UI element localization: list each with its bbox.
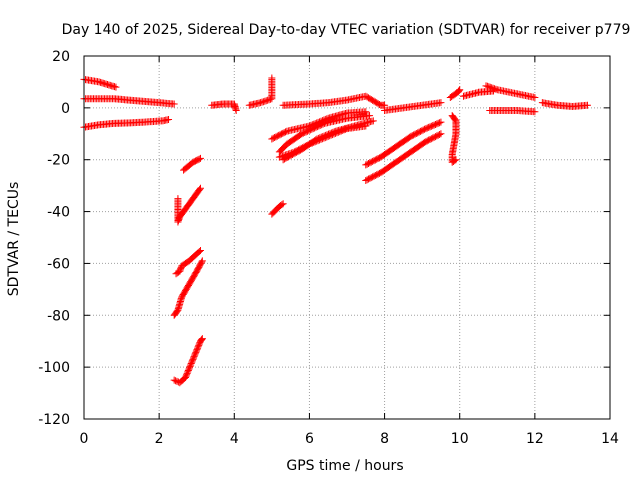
- data-point: [369, 117, 377, 125]
- data-point: [279, 200, 287, 208]
- data-point: [437, 99, 445, 107]
- data-point: [329, 128, 337, 136]
- series-arc-20: [448, 112, 460, 166]
- data-point: [330, 128, 338, 136]
- data-point: [195, 155, 203, 163]
- data-point: [197, 336, 205, 344]
- data-point: [170, 100, 178, 108]
- x-tick-label: 2: [155, 431, 164, 447]
- series-arc-16: [279, 117, 377, 164]
- data-points: [80, 74, 591, 387]
- data-point: [198, 335, 206, 343]
- data-point: [451, 157, 459, 165]
- x-tick-label: 10: [451, 431, 469, 447]
- series-arc-21: [446, 86, 464, 101]
- series-arc-23: [482, 82, 539, 101]
- y-tick-label: -60: [47, 256, 70, 272]
- x-axis-title: GPS time / hours: [286, 458, 403, 474]
- series-arc-18: [362, 130, 445, 184]
- series-arc-06: [172, 246, 204, 278]
- series-arc-08: [170, 335, 206, 387]
- axis-ticks: 0 2 4 6 8 10 12 14 -120 -100 -80 -60 -40 -20 0 20: [38, 49, 619, 447]
- y-tick-label: 0: [61, 101, 70, 117]
- x-tick-label: 0: [80, 431, 89, 447]
- series-arc-11: [268, 200, 287, 218]
- data-point: [268, 74, 276, 82]
- series-arc-17: [362, 118, 445, 169]
- data-point: [319, 133, 327, 141]
- series-arc-03: [80, 116, 173, 131]
- x-tick-label: 14: [601, 431, 619, 447]
- x-tick-label: 6: [305, 431, 314, 447]
- series-arc-05: [180, 154, 204, 174]
- data-point: [323, 131, 331, 139]
- series-arc-12: [279, 92, 389, 109]
- series-arc-13: [268, 108, 370, 143]
- y-tick-label: -120: [38, 412, 70, 428]
- series-arc-01: [80, 75, 120, 91]
- series-arc-19: [381, 99, 445, 114]
- data-point: [455, 87, 463, 95]
- x-tick-label: 12: [526, 431, 544, 447]
- data-point: [198, 258, 206, 266]
- data-point: [452, 156, 460, 164]
- data-point: [278, 201, 286, 209]
- data-point: [454, 87, 462, 95]
- y-tick-label: -40: [47, 205, 70, 221]
- data-point: [316, 134, 324, 142]
- chart-title: Day 140 of 2025, Sidereal Day-to-day VTE…: [62, 22, 631, 38]
- data-point: [317, 133, 325, 141]
- data-point: [112, 83, 120, 91]
- data-point: [196, 185, 204, 193]
- series-arc-09: [208, 100, 240, 114]
- series-arc-14: [275, 112, 374, 156]
- y-tick-label: 20: [52, 49, 70, 65]
- data-point: [531, 93, 539, 101]
- x-tick-label: 4: [230, 431, 239, 447]
- data-point: [313, 135, 321, 143]
- y-tick-label: -100: [38, 360, 70, 376]
- data-point: [531, 108, 539, 116]
- data-point: [456, 86, 464, 94]
- data-point: [196, 184, 204, 192]
- series-arc-02: [80, 95, 178, 108]
- data-point: [232, 106, 240, 114]
- data-point: [325, 130, 333, 138]
- data-point: [436, 130, 444, 138]
- plot-frame: [83, 55, 611, 420]
- data-point: [165, 116, 173, 124]
- data-point: [320, 132, 328, 140]
- data-point: [314, 134, 322, 142]
- y-tick-label: -20: [47, 153, 70, 169]
- data-point: [198, 335, 206, 343]
- y-tick-label: -80: [47, 308, 70, 324]
- data-point: [583, 101, 591, 109]
- data-point: [327, 129, 335, 137]
- data-point: [322, 131, 330, 139]
- series-arc-10: [245, 74, 276, 109]
- data-point: [366, 112, 374, 120]
- series-arc-25: [538, 99, 591, 111]
- data-point: [436, 119, 444, 127]
- series-arc-04: [174, 184, 204, 226]
- data-point: [437, 130, 445, 138]
- data-point: [323, 115, 331, 123]
- y-axis-title: SDTVAR / TECUs: [6, 182, 22, 297]
- data-point: [282, 128, 290, 136]
- data-point: [198, 257, 206, 265]
- data-point: [319, 120, 327, 128]
- x-tick-label: 8: [380, 431, 389, 447]
- data-point: [196, 246, 204, 254]
- series-arc-24: [486, 106, 539, 116]
- data-point: [195, 248, 203, 256]
- data-point: [437, 118, 445, 126]
- series-arc-07: [170, 257, 206, 319]
- data-point: [196, 154, 204, 162]
- gridlines: [84, 56, 610, 419]
- data-point: [326, 130, 334, 138]
- data-point: [275, 153, 283, 161]
- data-point: [362, 108, 370, 116]
